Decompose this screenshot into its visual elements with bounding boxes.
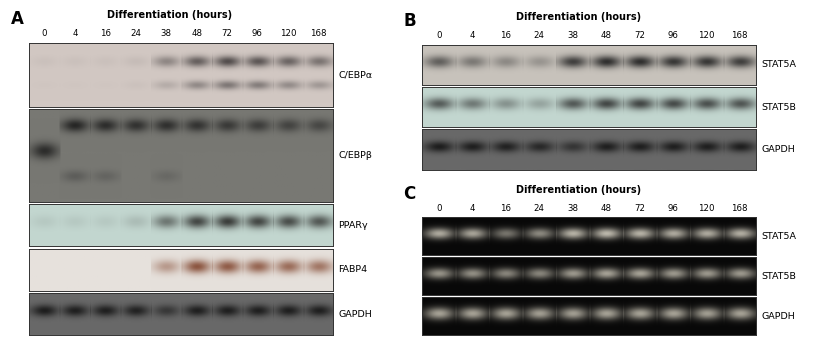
Text: 16: 16 — [500, 204, 511, 213]
Text: 38: 38 — [161, 29, 172, 38]
Text: GAPDH: GAPDH — [761, 145, 795, 154]
Text: 120: 120 — [698, 204, 715, 213]
Text: 48: 48 — [601, 31, 611, 40]
Text: 24: 24 — [534, 204, 544, 213]
Text: A: A — [11, 10, 24, 28]
Text: 168: 168 — [731, 31, 748, 40]
Text: 120: 120 — [280, 29, 296, 38]
Text: 0: 0 — [436, 31, 442, 40]
Text: 4: 4 — [469, 31, 475, 40]
Text: 96: 96 — [667, 204, 678, 213]
Text: 38: 38 — [567, 31, 578, 40]
Text: 4: 4 — [469, 204, 475, 213]
Text: 24: 24 — [130, 29, 141, 38]
Text: GAPDH: GAPDH — [761, 312, 795, 321]
Text: 4: 4 — [73, 29, 77, 38]
Text: FABP4: FABP4 — [338, 265, 368, 274]
Text: 0: 0 — [436, 204, 442, 213]
Text: 168: 168 — [731, 204, 748, 213]
Text: Differentiation (hours): Differentiation (hours) — [107, 10, 232, 20]
Text: GAPDH: GAPDH — [338, 310, 372, 319]
Text: Differentiation (hours): Differentiation (hours) — [516, 12, 641, 22]
Text: 96: 96 — [667, 31, 678, 40]
Text: 16: 16 — [500, 31, 511, 40]
Text: C/EBPβ: C/EBPβ — [338, 151, 372, 160]
Text: STAT5B: STAT5B — [761, 272, 796, 281]
Text: 72: 72 — [634, 204, 645, 213]
Text: C/EBPα: C/EBPα — [338, 70, 372, 79]
Text: 168: 168 — [310, 29, 327, 38]
Text: PPARγ: PPARγ — [338, 221, 368, 230]
Text: 72: 72 — [634, 31, 645, 40]
Text: 16: 16 — [100, 29, 111, 38]
Text: Differentiation (hours): Differentiation (hours) — [516, 185, 641, 195]
Text: 96: 96 — [252, 29, 262, 38]
Text: 48: 48 — [191, 29, 202, 38]
Text: 120: 120 — [698, 31, 715, 40]
Text: B: B — [403, 12, 416, 30]
Text: C: C — [403, 185, 416, 203]
Text: STAT5B: STAT5B — [761, 103, 796, 112]
Text: STAT5A: STAT5A — [761, 60, 796, 69]
Text: 24: 24 — [534, 31, 544, 40]
Text: 48: 48 — [601, 204, 611, 213]
Text: 0: 0 — [42, 29, 47, 38]
Text: 38: 38 — [567, 204, 578, 213]
Text: STAT5A: STAT5A — [761, 232, 796, 241]
Text: 72: 72 — [222, 29, 232, 38]
